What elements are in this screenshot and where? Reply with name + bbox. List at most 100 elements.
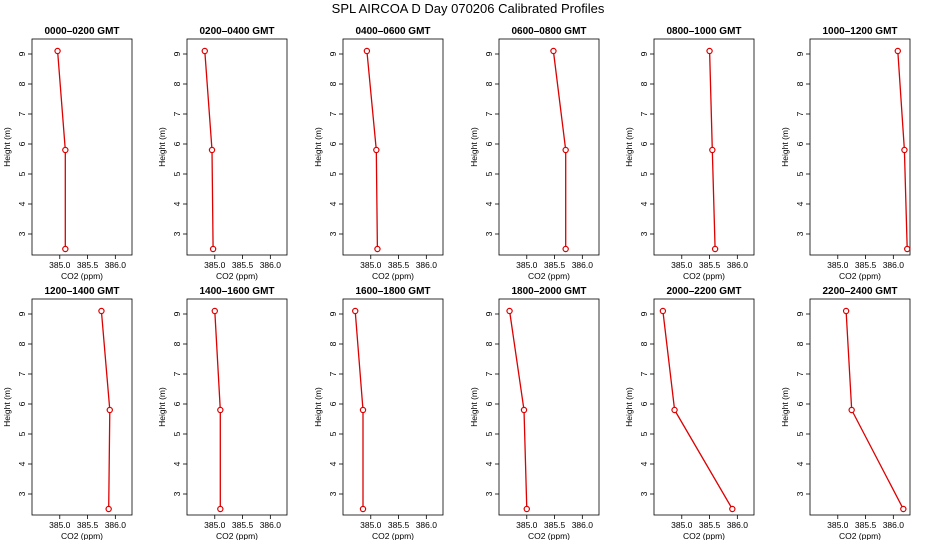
profile-point [105,505,112,513]
profile-point [54,47,61,55]
y-tick-label: 8 [17,81,27,86]
profile-point [201,47,208,55]
x-tick-label: 386.0 [105,520,127,530]
y-tick-label: 5 [795,171,805,176]
profile-point [706,47,713,55]
axes-frame [498,38,600,256]
panel-4: 0600–0800 GMT 385.0 385.5 386.0 3 4 5 6 7 8 9 CO2 (… [469,26,600,281]
axes-frame [653,298,755,516]
profile-point [659,307,667,315]
y-tick-label: 4 [484,461,494,466]
x-tick-label: 385.0 [671,260,693,270]
x-tick-label: 385.5 [232,260,254,270]
x-tick-label: 385.0 [360,520,382,530]
axes-frame [342,298,444,516]
panel-grid: 0000–0200 GMT 385.0 385.5 386.0 3 4 5 6 7 8 9 CO2 (… [2,26,911,540]
panel-2: 0200–0400 GMT 385.0 385.5 386.0 3 4 5 6 7 8 9 CO2 (… [157,26,288,281]
y-tick-label: 6 [172,141,182,146]
profile-point [506,307,513,315]
y-tick-label: 6 [328,141,338,146]
y-tick-label: 3 [172,231,182,236]
x-tick-label: 385.0 [360,260,382,270]
profile-point [900,505,907,513]
x-tick-label: 385.5 [77,520,99,530]
profile-point [848,406,855,414]
y-tick-label: 9 [328,311,338,316]
profile-point [901,146,908,154]
profile-point [359,406,367,414]
x-axis-label: CO2 (ppm) [839,531,881,540]
figure-title: SPL AIRCOA D Day 070206 Calibrated Profi… [332,1,605,16]
panel-6: 1000–1200 GMT 385.0 385.5 386.0 3 4 5 6 7 8 9 CO2 (… [780,26,911,281]
profile-point [520,406,528,414]
x-axis-label: CO2 (ppm) [216,531,258,540]
y-tick-label: 6 [639,401,649,406]
profile-point [217,505,224,513]
panel-title: 1800–2000 GMT [511,286,586,297]
axes-frame [186,38,288,256]
y-tick-label: 8 [17,341,27,346]
profile-point [62,146,69,154]
axes-frame [498,298,600,516]
x-tick-label: 385.0 [49,520,71,530]
y-tick-label: 6 [639,141,649,146]
y-tick-label: 7 [328,111,338,116]
y-tick-label: 6 [795,401,805,406]
y-tick-label: 8 [172,81,182,86]
y-tick-label: 9 [484,311,494,316]
y-tick-label: 8 [484,341,494,346]
profile-point [562,245,569,253]
panel-title: 0400–0600 GMT [355,26,430,37]
y-tick-label: 4 [795,461,805,466]
profile-point [352,307,359,315]
x-axis-label: CO2 (ppm) [372,531,414,540]
y-tick-label: 5 [172,431,182,436]
y-tick-label: 9 [795,311,805,316]
y-tick-label: 7 [795,111,805,116]
y-tick-label: 8 [639,81,649,86]
x-axis-label: CO2 (ppm) [683,271,725,281]
x-tick-label: 385.5 [77,260,99,270]
x-tick-label: 385.0 [671,520,693,530]
x-tick-label: 385.5 [232,520,254,530]
y-axis-label: Height (m) [313,127,323,167]
panel-11: 2000–2200 GMT 385.0 385.5 386.0 3 4 5 6 7 8 9 CO2 (… [624,286,755,540]
x-axis-label: CO2 (ppm) [372,271,414,281]
y-axis-label: Height (m) [313,387,323,427]
profile-point [550,47,557,55]
x-axis-label: CO2 (ppm) [528,271,570,281]
x-axis-label: CO2 (ppm) [683,531,725,540]
panel-title: 1400–1600 GMT [199,286,274,297]
panel-9: 1600–1800 GMT 385.0 385.5 386.0 3 4 5 6 7 8 9 CO2 (… [313,286,444,540]
profile-point [523,505,530,513]
y-tick-label: 4 [328,461,338,466]
panel-title: 2200–2400 GMT [822,286,897,297]
profile-point [98,307,105,315]
panel-8: 1400–1600 GMT 385.0 385.5 386.0 3 4 5 6 7 8 9 CO2 (… [157,286,288,540]
y-tick-label: 4 [639,461,649,466]
x-tick-label: 386.0 [260,260,282,270]
y-tick-label: 7 [17,371,27,376]
y-tick-label: 5 [328,431,338,436]
y-tick-label: 8 [172,341,182,346]
profile-point [209,245,217,253]
y-tick-label: 6 [172,401,182,406]
y-tick-label: 9 [484,51,494,56]
y-tick-label: 3 [172,491,182,496]
axes-frame [186,298,288,516]
x-tick-label: 386.0 [572,260,594,270]
y-tick-label: 3 [328,491,338,496]
y-tick-label: 5 [484,431,494,436]
profile-point [373,146,380,154]
y-tick-label: 8 [328,81,338,86]
y-axis-label: Height (m) [624,127,634,167]
x-tick-label: 385.0 [516,520,538,530]
y-tick-label: 4 [17,461,27,466]
y-tick-label: 5 [484,171,494,176]
panel-3: 0400–0600 GMT 385.0 385.5 386.0 3 4 5 6 7 8 9 CO2 (… [313,26,444,281]
axes-frame [809,298,911,516]
y-tick-label: 3 [484,491,494,496]
y-tick-label: 3 [17,491,27,496]
y-tick-label: 7 [172,371,182,376]
y-tick-label: 3 [795,491,805,496]
